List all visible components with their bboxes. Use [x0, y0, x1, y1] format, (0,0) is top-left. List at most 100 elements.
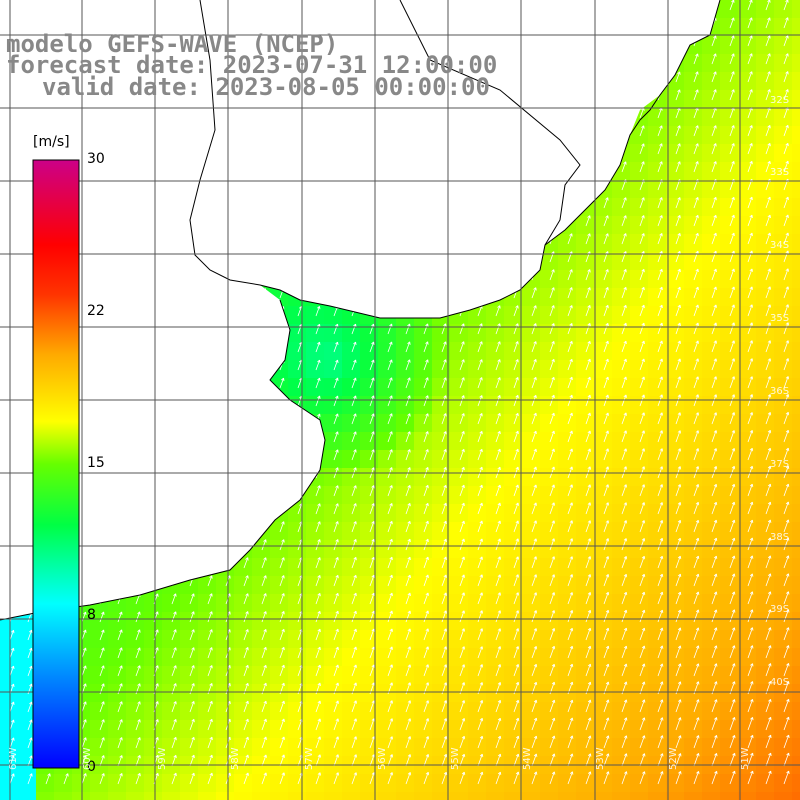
field-cell — [774, 612, 792, 630]
wind-arrow — [693, 555, 700, 569]
field-cell — [288, 342, 306, 360]
wind-arrow — [639, 555, 646, 569]
wind-arrow — [639, 412, 645, 425]
field-cell — [342, 432, 360, 450]
field-cell — [702, 540, 720, 558]
field-cell — [414, 792, 432, 800]
wind-arrow — [693, 232, 699, 245]
field-cell — [522, 486, 540, 504]
field-cell — [684, 792, 702, 800]
field-cell — [594, 450, 612, 468]
field-cell — [684, 486, 702, 504]
wind-arrow — [315, 377, 321, 389]
field-cell — [576, 342, 594, 360]
wind-arrow — [639, 143, 645, 155]
field-cell — [558, 666, 576, 684]
field-cell — [720, 306, 738, 324]
wind-arrow — [585, 287, 591, 299]
field-cell — [540, 252, 558, 270]
field-cell — [486, 306, 504, 324]
wind-arrow — [477, 412, 483, 425]
field-cell — [324, 306, 342, 324]
wind-arrow — [675, 197, 681, 209]
field-cell — [558, 630, 576, 648]
field-cell — [18, 702, 36, 720]
wind-arrow — [783, 268, 789, 281]
field-cell — [522, 684, 540, 702]
wind-arrow — [639, 717, 646, 731]
wind-arrow — [459, 664, 465, 677]
wind-arrow — [387, 323, 393, 335]
field-cell — [720, 198, 738, 216]
wind-arrow — [9, 665, 15, 677]
wind-arrow — [369, 431, 375, 443]
wind-arrow — [693, 358, 699, 371]
wind-arrow — [387, 610, 393, 623]
wind-arrow — [243, 772, 249, 785]
field-cell — [774, 738, 792, 756]
wind-arrow — [693, 591, 700, 605]
wind-arrow — [459, 646, 465, 659]
field-cell — [414, 630, 432, 648]
field-cell — [486, 414, 504, 432]
field-cell — [720, 684, 738, 702]
field-cell — [396, 558, 414, 576]
wind-arrow — [243, 629, 249, 641]
wind-arrow — [351, 772, 357, 785]
field-cell — [684, 162, 702, 180]
wind-arrow — [459, 341, 465, 353]
field-cell — [630, 252, 648, 270]
wind-arrow — [675, 412, 681, 425]
wind-arrow — [783, 429, 790, 443]
wind-arrow — [729, 483, 736, 497]
field-cell — [468, 594, 486, 612]
wind-arrow — [693, 214, 699, 227]
field-cell — [306, 540, 324, 558]
wind-arrow — [729, 304, 735, 317]
field-cell — [468, 774, 486, 792]
wind-arrow — [603, 717, 610, 731]
wind-arrow — [495, 430, 501, 443]
field-cell — [468, 324, 486, 342]
wind-arrow — [621, 735, 628, 749]
field-cell — [684, 108, 702, 126]
wind-arrow — [567, 269, 573, 281]
field-cell — [450, 414, 468, 432]
wind-arrow — [513, 556, 519, 569]
field-cell — [522, 360, 540, 378]
wind-arrow — [747, 214, 753, 227]
field-cell — [414, 774, 432, 792]
wind-arrow — [387, 341, 393, 353]
wind-arrow — [549, 358, 555, 371]
field-cell — [180, 702, 198, 720]
wind-arrow — [423, 574, 429, 587]
field-cell — [792, 414, 800, 432]
field-cell — [504, 360, 522, 378]
wind-arrow — [243, 700, 249, 713]
wind-arrow — [315, 700, 321, 713]
field-cell — [432, 324, 450, 342]
field-cell — [792, 396, 800, 414]
field-cell — [540, 270, 558, 288]
wind-arrow — [477, 484, 483, 497]
field-cell — [522, 414, 540, 432]
field-cell — [0, 648, 18, 666]
field-cell — [774, 522, 792, 540]
wind-arrow — [711, 286, 717, 299]
wind-arrow — [117, 737, 123, 749]
field-cell — [522, 558, 540, 576]
wind-arrow — [765, 411, 772, 425]
field-cell — [594, 324, 612, 342]
field-cell — [540, 324, 558, 342]
field-cell — [270, 630, 288, 648]
field-cell — [306, 738, 324, 756]
field-cell — [648, 612, 666, 630]
field-cell — [342, 612, 360, 630]
wind-arrow — [189, 700, 195, 713]
wind-arrow — [765, 555, 772, 569]
field-cell — [576, 720, 594, 738]
field-cell — [522, 450, 540, 468]
wind-arrow — [783, 0, 789, 11]
wind-arrow — [747, 250, 753, 263]
wind-arrow — [333, 521, 339, 533]
